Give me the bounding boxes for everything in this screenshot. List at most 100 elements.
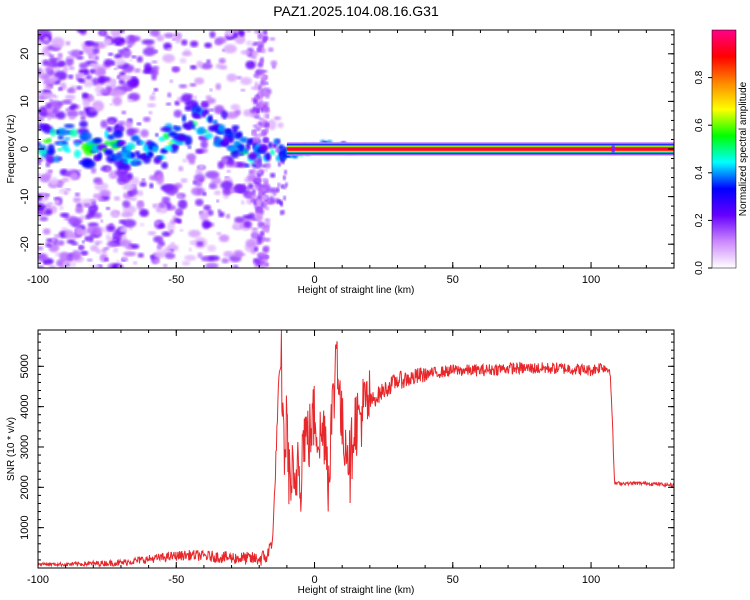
spectrogram-cell [173, 109, 182, 118]
spectrogram-ridge-blob [283, 195, 287, 201]
spectrogram-cell [90, 245, 99, 252]
spectrogram-cell [38, 253, 49, 262]
spectrogram-cell [127, 190, 134, 197]
spectrogram-cell [241, 200, 245, 205]
spectrogram-cell [38, 30, 44, 36]
y-tick-label: 4000 [19, 394, 31, 418]
spectrogram-ridge-blob [235, 131, 243, 140]
spectrogram-cell [207, 244, 217, 252]
spectrogram-cell [245, 60, 256, 70]
spectrogram-cell [179, 229, 184, 232]
spectrogram-cell [139, 222, 145, 227]
spectrogram-cell [95, 243, 100, 246]
colorbar-bar [711, 29, 737, 269]
spectrogram-cell [47, 116, 52, 121]
spectrogram-cell [233, 184, 246, 193]
spectrogram-cell [177, 194, 183, 199]
spectrogram-cell [88, 234, 94, 243]
spectrogram-cell [178, 166, 184, 172]
spectrogram-cell [147, 103, 156, 108]
spectrogram-cell [236, 76, 242, 80]
spectrogram-cell [40, 108, 47, 112]
spectrogram-cell [252, 50, 256, 56]
spectrogram-cell [71, 250, 81, 261]
spectrogram-y-axis-label: Frequency (Hz) [6, 115, 17, 184]
spectrogram-cell [112, 43, 116, 46]
spectrogram-cell [195, 149, 204, 154]
spectrogram-ridge-blob [168, 143, 173, 152]
y-tick-label: 5000 [19, 354, 31, 378]
spectrogram-cell [209, 31, 216, 39]
spectrogram-cell [129, 59, 133, 62]
spectrogram-cell [89, 96, 95, 102]
spectrogram-cell [48, 169, 53, 173]
spectrogram-cell [163, 32, 175, 39]
spectrogram-cell [114, 160, 123, 167]
spectrogram-cell [261, 238, 265, 242]
spectrogram-cell [43, 89, 51, 93]
spectrogram-cell [86, 225, 102, 236]
spectrogram-cell [125, 245, 132, 250]
spectrogram-cell [45, 242, 52, 248]
spectrogram-cell [233, 33, 239, 38]
spectrogram-cell [155, 221, 161, 226]
spectrogram-cell [172, 38, 176, 41]
spectrogram-cell [263, 202, 268, 207]
spectrogram-cell [206, 59, 211, 64]
spectrogram-ridge-blob [228, 146, 238, 151]
spectrogram-ridge-blob [270, 149, 275, 156]
spectrogram-cell [90, 264, 101, 268]
spectrogram-cell [57, 147, 63, 152]
spectrogram-cell [67, 87, 75, 93]
spectrogram-ridge-blob [93, 137, 103, 144]
spectrogram-cell [140, 129, 149, 138]
spectrogram-cell [108, 119, 115, 125]
snr-frame [37, 329, 675, 569]
spectrogram-cell [70, 241, 79, 246]
spectrogram-cell [167, 47, 172, 52]
spectrogram-cell [152, 92, 156, 95]
spectrogram-cell [267, 119, 277, 131]
spectrogram-cell [130, 146, 135, 150]
spectrogram-cell [99, 189, 111, 197]
colorbar-ticks: 0.0 0.2 0.4 0.6 0.8 [694, 70, 712, 275]
spectrogram-cell [105, 166, 111, 172]
spectrogram-ridge-blob [181, 114, 187, 123]
spectrogram-cell [230, 104, 241, 111]
spectrogram-cell [57, 142, 63, 146]
spectrogram-cell [203, 204, 212, 211]
spectrogram-cell [127, 76, 139, 88]
spectrogram-cell [38, 90, 44, 98]
spectrogram-cell [90, 167, 97, 174]
spectrogram-cell [257, 173, 261, 179]
spectrogram-cell [83, 203, 91, 208]
spectrogram-cell [264, 237, 271, 242]
spectrogram-ridge-blob [125, 146, 132, 151]
y-tick-label: -20 [19, 236, 31, 252]
spectrogram-ridge-blob [203, 108, 210, 116]
spectrogram-cell [181, 93, 193, 103]
spectrogram-cell [94, 182, 109, 191]
spectrogram-cell [91, 201, 96, 204]
spectrogram-cell [92, 193, 102, 200]
spectrogram-cell [200, 62, 213, 70]
spectrogram-cell [52, 95, 59, 99]
spectrogram-ridge-blob [282, 175, 286, 181]
spectrogram-cell [112, 37, 126, 46]
spectrogram-cell [232, 264, 239, 268]
spectrogram-cell [131, 55, 137, 59]
spectrogram-cell [119, 181, 124, 185]
spectrogram-cell [117, 120, 126, 126]
spectrogram-ridge-blob [224, 128, 233, 134]
spectrogram-cell [251, 86, 257, 90]
spectrogram-cell [134, 68, 141, 73]
spectrogram-cell [57, 184, 63, 188]
spectrogram-cell [226, 73, 238, 82]
spectrogram-cell [205, 262, 219, 268]
y-tick-label: 3000 [19, 435, 31, 459]
spectrogram-cell [38, 161, 41, 166]
spectrogram-cell [216, 232, 222, 236]
spectrogram-cell [56, 259, 64, 267]
spectrogram-cell [101, 87, 109, 95]
